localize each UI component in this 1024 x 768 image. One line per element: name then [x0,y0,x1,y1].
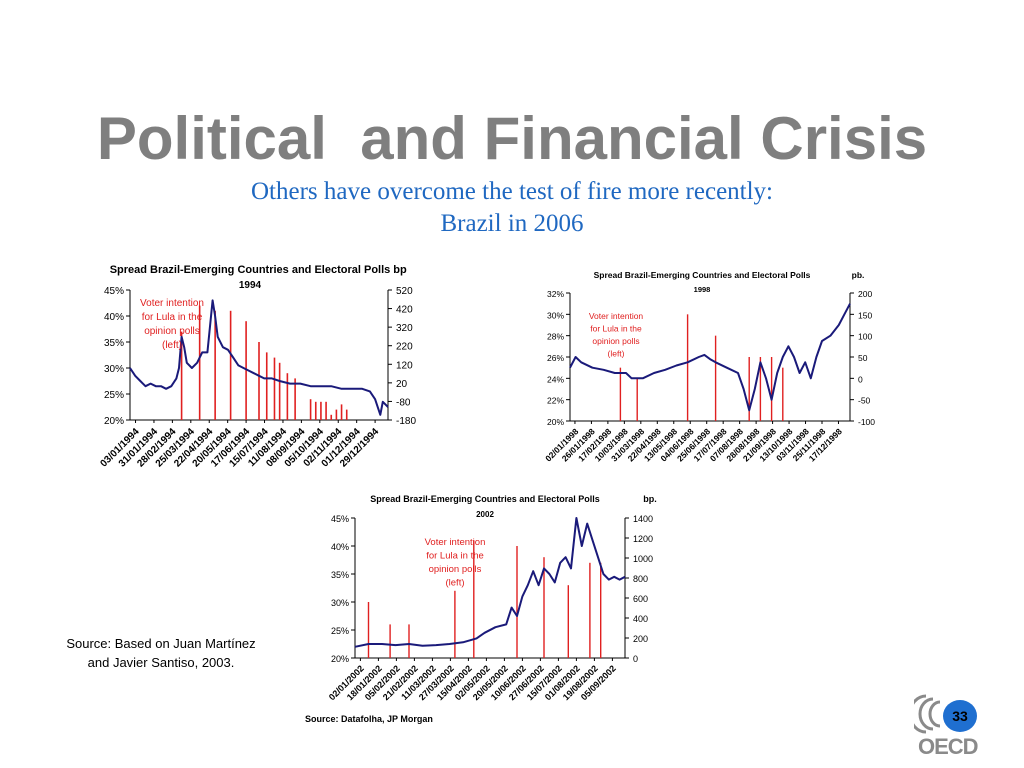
chart-year: 1998 [694,285,711,294]
poll-annotation: (left) [446,578,465,589]
right-axis-unit: bp [393,264,407,276]
right-tick-label: 0 [633,654,638,664]
poll-annotation: (left) [608,349,625,359]
chart-year: 2002 [476,510,494,519]
left-tick-label: 20% [331,654,349,664]
source-note: Source: Based on Juan Martínez and Javie… [56,634,266,672]
right-tick-label: 520 [396,286,413,297]
left-tick-label: 45% [104,286,124,297]
right-tick-label: 420 [396,305,413,316]
right-axis-unit: bp. [643,494,657,504]
chart-1994: Spread Brazil-Emerging Countries and Ele… [98,264,416,470]
chart-year: 1994 [239,280,262,291]
right-axis-unit: pb. [852,270,865,280]
right-tick-label: 1000 [633,554,653,564]
slide-title: Political and Financial Crisis [96,105,928,172]
left-tick-label: 20% [547,417,564,427]
left-tick-label: 45% [331,514,349,524]
right-tick-label: -100 [858,417,875,427]
right-tick-label: 50 [858,353,868,363]
left-tick-label: 24% [547,374,564,384]
spread-line [354,517,626,648]
chart-source-note: Source: Datafolha, JP Morgan [305,714,433,724]
right-tick-label: 800 [633,574,648,584]
poll-annotation: Voter intention [589,311,644,321]
left-tick-label: 35% [104,338,124,349]
left-tick-label: 20% [104,416,124,427]
chart-2002: Spread Brazil-Emerging Countries and Ele… [305,494,657,724]
left-tick-label: 22% [547,396,564,406]
right-tick-label: -80 [396,397,411,408]
chart-title: Spread Brazil-Emerging Countries and Ele… [594,270,811,280]
left-tick-label: 35% [331,570,349,580]
chart-title: Spread Brazil-Emerging Countries and Ele… [110,264,391,276]
left-tick-label: 25% [331,626,349,636]
spread-line [129,299,389,416]
left-tick-label: 32% [547,289,564,299]
left-tick-label: 28% [547,332,564,342]
poll-annotation: opinion polls [144,326,200,337]
right-tick-label: 1400 [633,514,653,524]
right-tick-label: 600 [633,594,648,604]
page-number-badge: 33 [943,700,977,732]
poll-annotation: for Lula in the [426,551,484,562]
source-line-2: and Javier Santiso, 2003. [87,655,235,670]
right-tick-label: 400 [633,614,648,624]
right-tick-label: 0 [858,374,863,384]
subtitle-line-2: Brazil in 2006 [440,210,584,237]
spread-line [569,303,851,412]
right-tick-label: 120 [396,360,413,371]
chart-title: Spread Brazil-Emerging Countries and Ele… [370,494,600,504]
left-tick-label: 25% [104,390,124,401]
subtitle-line-1: Others have overcome the test of fire mo… [251,178,773,205]
poll-annotation: Voter intention [140,298,204,309]
left-tick-label: 30% [547,310,564,320]
poll-annotation: (left) [162,340,182,351]
poll-annotation: opinion polls [592,336,639,346]
left-tick-label: 30% [331,598,349,608]
right-tick-label: 150 [858,310,872,320]
poll-annotation: for Lula in the [590,324,642,334]
oecd-logo-mark [914,694,941,734]
right-tick-label: 200 [633,634,648,644]
slide-subtitle: Others have overcome the test of fire mo… [0,176,1024,240]
right-tick-label: 1200 [633,534,653,544]
right-tick-label: 220 [396,342,413,353]
oecd-logo-text: OECD [918,734,979,759]
right-tick-label: 100 [858,332,872,342]
chart-1998: Spread Brazil-Emerging Countries and Ele… [543,270,875,463]
right-tick-label: 20 [396,379,408,390]
left-tick-label: 40% [331,542,349,552]
left-tick-label: 30% [104,364,124,375]
source-line-1: Source: Based on Juan Martínez [66,636,256,651]
poll-annotation: for Lula in the [142,312,203,323]
poll-annotation: Voter intention [425,537,486,548]
right-tick-label: -180 [396,416,416,427]
poll-annotation: opinion polls [429,564,482,575]
left-tick-label: 40% [104,312,124,323]
right-tick-label: 200 [858,289,872,299]
left-tick-label: 26% [547,353,564,363]
right-tick-label: 320 [396,323,413,334]
right-tick-label: -50 [858,396,871,406]
